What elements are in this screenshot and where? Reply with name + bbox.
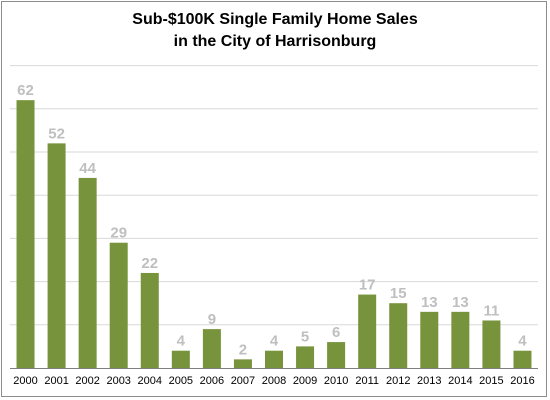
x-tick-label-2010: 2010 [324,375,348,387]
gridlines [10,65,538,326]
data-label-2007: 2 [239,341,247,358]
data-label-2010: 6 [332,324,340,341]
x-tick-label-2002: 2002 [75,375,99,387]
x-tick-label-2001: 2001 [44,375,68,387]
bar-2011 [358,294,377,368]
data-label-2003: 29 [110,225,127,242]
data-label-2008: 4 [270,333,279,350]
bar-2001 [47,143,66,368]
bar-2015 [482,320,501,368]
data-label-2013: 13 [421,294,438,311]
chart-subtitle: in the City of Harrisonburg [173,33,377,50]
data-label-2015: 11 [483,302,499,319]
x-tick-label-2000: 2000 [13,375,37,387]
x-tick-label-2015: 2015 [479,375,503,387]
bar-2000 [16,100,35,368]
data-label-2002: 44 [79,160,96,177]
bar-2012 [389,303,408,368]
bar-2013 [420,311,439,368]
x-tick-label-2012: 2012 [386,375,410,387]
x-tick-label-2003: 2003 [106,375,130,387]
bar-2016 [513,350,532,368]
data-label-2006: 9 [208,311,216,328]
x-tick-label-2016: 2016 [510,375,534,387]
bar-2004 [140,272,159,368]
x-tick-labels: 2000 2001 2002 2003 2004 2005 2006 2007 2008 2009… [13,375,534,387]
data-label-2014: 13 [452,294,469,311]
x-tick-label-2009: 2009 [293,375,317,387]
data-label-2005: 4 [177,333,186,350]
bars [16,100,532,368]
x-tick-label-2011: 2011 [355,375,379,387]
bar-2014 [451,311,470,368]
data-label-2001: 52 [48,125,65,142]
bar-2009 [296,346,315,368]
bar-2002 [78,177,97,368]
x-tick-label-2013: 2013 [417,375,441,387]
x-tick-label-2005: 2005 [169,375,193,387]
x-tick-label-2014: 2014 [448,375,472,387]
data-label-2000: 62 [17,82,34,99]
data-label-2004: 22 [141,255,158,272]
chart-title: Sub-$100K Single Family Home Sales [132,11,418,28]
x-tick-label-2008: 2008 [262,375,286,387]
bar-2006 [202,329,221,368]
data-label-2011: 17 [359,277,376,294]
data-label-2009: 5 [301,328,309,345]
bar-2007 [233,359,252,368]
data-label-2012: 15 [390,285,407,302]
bar-2010 [327,342,346,368]
bar-2005 [171,350,190,368]
data-labels: 62 52 44 29 22 4 9 2 4 5 6 17 15 13 13 11 4 [17,82,527,358]
x-tick-label-2007: 2007 [231,375,255,387]
x-tick-label-2004: 2004 [138,375,162,387]
x-tick-label-2006: 2006 [200,375,224,387]
data-label-2016: 4 [518,333,527,350]
bar-2008 [265,350,283,368]
bar-2003 [109,242,128,368]
